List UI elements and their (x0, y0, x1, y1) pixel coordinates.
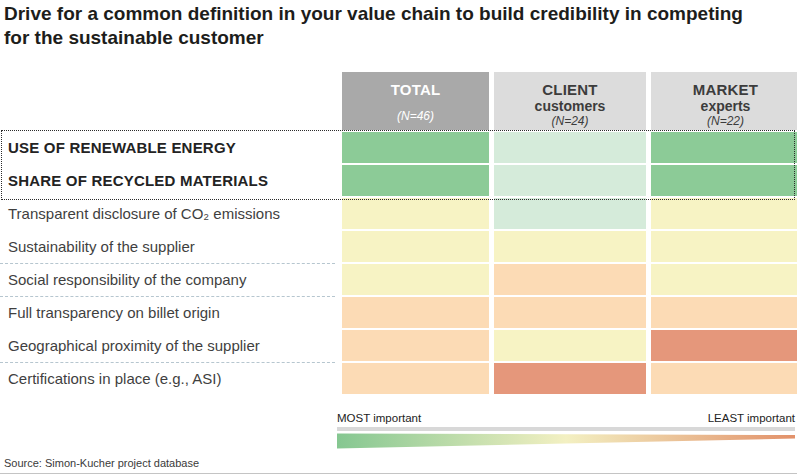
legend-least-label: LEAST important (708, 412, 795, 424)
heat-cell-rank-4 (342, 297, 489, 328)
legend-most-label: MOST important (337, 412, 421, 424)
row-label: Full transparency on billet origin (0, 297, 337, 328)
heat-cell-rank-5 (651, 330, 797, 361)
column-title: TOTAL (391, 72, 441, 98)
row-label: Social responsibility of the company (0, 264, 337, 295)
column-subtitle: experts (701, 98, 751, 114)
heat-cell-rank-4 (494, 297, 646, 328)
column-title: MARKET (693, 72, 758, 98)
legend-rule (337, 427, 795, 431)
row-label: SHARE OF RECYCLED MATERIALS (0, 165, 337, 196)
row-label: Transparent disclosure of CO₂ emissions (0, 198, 337, 229)
heat-cell-rank-3 (342, 264, 489, 295)
heat-cell-rank-2 (494, 132, 646, 163)
heat-cell-rank-1 (342, 132, 489, 163)
header-spacer (0, 72, 337, 130)
heat-cell-rank-1 (651, 165, 797, 196)
importance-legend: MOST important LEAST important (337, 412, 795, 450)
heat-cell-rank-4 (342, 363, 489, 394)
heat-cell-rank-3 (651, 264, 797, 295)
heat-cell-rank-3 (651, 231, 797, 262)
heat-cell-rank-3 (342, 198, 489, 229)
slide-root: Drive for a common definition in your va… (0, 0, 797, 475)
heat-cell-rank-4 (651, 363, 797, 394)
heat-cell-rank-1 (342, 165, 489, 196)
column-header-market-experts: MARKET experts (N=22) (651, 72, 797, 130)
heat-cell-rank-3 (494, 231, 646, 262)
heat-cell-rank-2 (494, 165, 646, 196)
heat-cell-rank-3 (342, 231, 489, 262)
column-subtitle: customers (535, 98, 606, 114)
heat-cell-rank-3 (494, 330, 646, 361)
column-sample-size: (N=46) (397, 109, 434, 130)
page-title: Drive for a common definition in your va… (4, 2, 772, 50)
heat-cell-rank-5 (494, 363, 646, 394)
bottom-divider (0, 473, 797, 474)
heat-cell-rank-4 (651, 297, 797, 328)
row-label: Certifications in place (e.g., ASI) (0, 363, 337, 394)
heat-cell-rank-4 (342, 330, 489, 361)
heat-cell-rank-1 (651, 132, 797, 163)
row-label: USE OF RENEWABLE ENERGY (0, 132, 337, 163)
column-header-client-customers: CLIENT customers (N=24) (494, 72, 646, 130)
heat-cell-rank-4 (494, 264, 646, 295)
heat-cell-rank-3 (651, 198, 797, 229)
column-header-total: TOTAL (N=46) (342, 72, 489, 130)
column-title: CLIENT (542, 72, 597, 98)
source-note: Source: Simon-Kucher project database (4, 457, 199, 469)
legend-gradient-wedge (337, 433, 795, 450)
importance-matrix: TOTAL (N=46) CLIENT customers (N=24) MAR… (0, 72, 795, 394)
row-label: Sustainability of the supplier (0, 231, 337, 262)
row-label: Geographical proximity of the supplier (0, 330, 337, 361)
heat-cell-rank-2 (494, 198, 646, 229)
